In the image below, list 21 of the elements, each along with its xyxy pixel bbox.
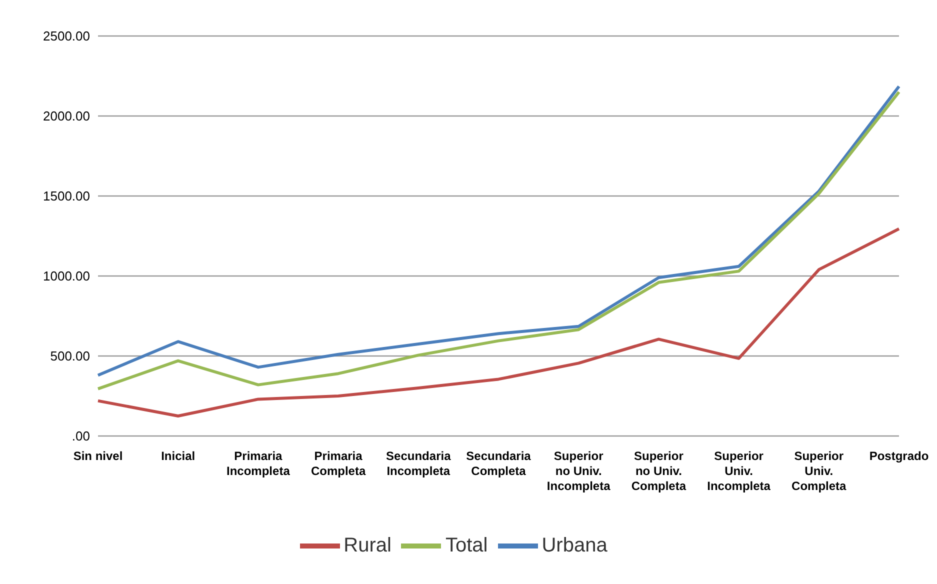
y-tick-label: 1500.00 (43, 188, 90, 204)
legend-label: Urbana (542, 534, 608, 556)
line-series (96, 227, 900, 418)
x-tick-label: Sin nivel (73, 449, 123, 463)
x-tick-label: Secundaria Completa (466, 449, 532, 478)
x-tick-label: Superior no Univ. Incompleta (546, 449, 611, 493)
y-tick-label: 500.00 (50, 348, 90, 364)
x-tick-label: Superior no Univ. Completa (631, 449, 686, 493)
x-tick-label: Inicial (161, 449, 196, 463)
legend-label: Rural (344, 534, 392, 556)
y-tick-label: 2500.00 (43, 28, 90, 44)
x-tick-label: Postgrado (869, 449, 929, 463)
x-tick-label: Primaria Completa (310, 449, 366, 478)
y-tick-label: 1000.00 (43, 268, 90, 284)
x-tick-label: Secundaria Incompleta (386, 449, 452, 478)
legend-label: Total (445, 534, 488, 556)
x-tick-label: Superior Univ. Incompleta (707, 449, 771, 493)
x-tick-label: Primaria Incompleta (226, 449, 290, 478)
y-tick-label: .00 (72, 428, 90, 444)
y-tick-label: 2000.00 (43, 108, 90, 124)
x-tick-label: Superior Univ. Completa (792, 449, 847, 493)
